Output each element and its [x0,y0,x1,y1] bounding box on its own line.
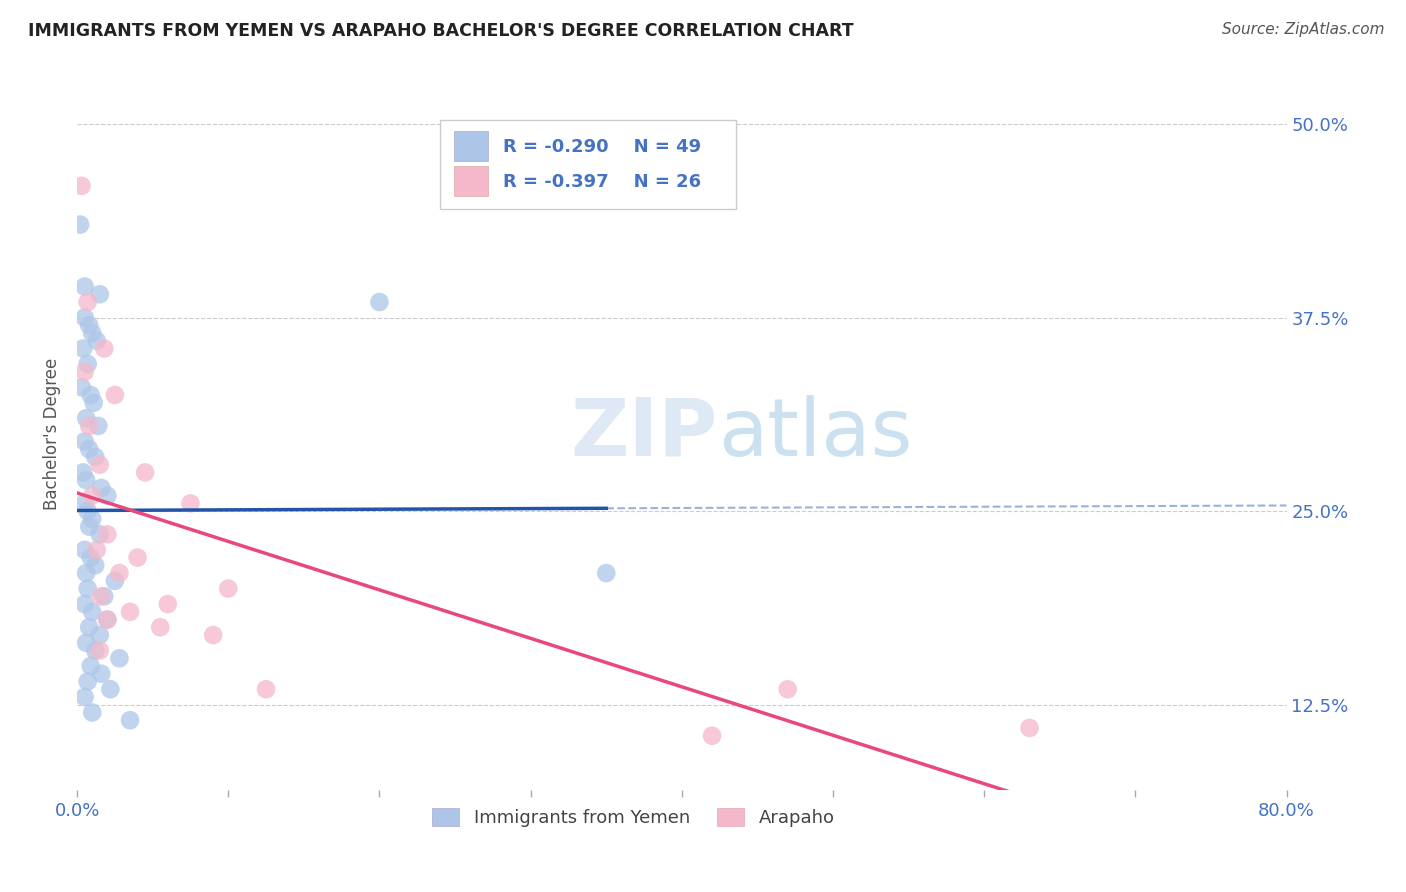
Point [89,643,111,657]
Text: ZIP: ZIP [571,394,718,473]
Point [76,674,98,689]
Text: R = -0.397    N = 26: R = -0.397 N = 26 [503,173,702,191]
Point [217,582,239,596]
Text: R = -0.290    N = 49: R = -0.290 N = 49 [503,137,702,155]
Point [179,496,201,510]
Point [89,628,111,642]
Point [73,434,96,449]
Point [93,590,115,604]
Point [72,342,94,356]
Point [80,388,103,402]
Point [96,527,118,541]
Point [73,279,96,293]
Point [108,651,131,665]
Point [254,682,277,697]
Point [89,527,111,541]
Text: Source: ZipAtlas.com: Source: ZipAtlas.com [1222,22,1385,37]
Point [104,574,127,588]
Point [86,334,108,348]
Point [1018,721,1040,735]
Point [70,380,93,394]
Legend: Immigrants from Yemen, Arapaho: Immigrants from Yemen, Arapaho [425,800,842,834]
FancyBboxPatch shape [454,167,488,196]
Point [156,597,179,611]
Point [96,489,118,503]
Point [80,550,103,565]
Point [73,690,96,704]
Point [82,706,104,720]
Point [75,411,97,425]
Point [700,729,723,743]
Point [595,566,617,580]
Point [118,713,141,727]
Point [82,489,104,503]
Point [69,218,91,232]
Point [75,473,97,487]
Point [73,542,96,557]
Point [96,613,118,627]
Point [86,542,108,557]
Point [76,295,98,310]
Point [76,357,98,371]
Text: atlas: atlas [718,394,912,473]
Point [77,620,100,634]
Point [73,310,96,325]
Point [84,643,107,657]
Point [108,566,131,580]
Point [77,318,100,333]
Point [73,597,96,611]
Point [76,504,98,518]
Point [82,512,104,526]
Point [93,342,115,356]
Point [368,295,391,310]
Point [73,365,96,379]
Point [82,605,104,619]
Point [89,458,111,472]
Point [98,682,121,697]
Y-axis label: Bachelor's Degree: Bachelor's Degree [44,358,60,510]
Text: IMMIGRANTS FROM YEMEN VS ARAPAHO BACHELOR'S DEGREE CORRELATION CHART: IMMIGRANTS FROM YEMEN VS ARAPAHO BACHELO… [28,22,853,40]
Point [72,466,94,480]
Point [73,496,96,510]
Point [104,388,127,402]
Point [76,582,98,596]
Point [75,636,97,650]
Point [87,419,110,434]
Point [70,178,93,193]
Point [83,395,105,409]
FancyBboxPatch shape [454,131,488,161]
Point [75,566,97,580]
Point [89,287,111,301]
Point [776,682,799,697]
Point [77,519,100,533]
Point [96,613,118,627]
Point [149,620,172,634]
Point [77,442,100,457]
Point [90,481,112,495]
Point [202,628,225,642]
FancyBboxPatch shape [440,120,737,210]
Point [90,590,112,604]
Point [77,419,100,434]
Point [84,450,107,464]
Point [82,326,104,340]
Point [84,558,107,573]
Point [134,466,156,480]
Point [118,605,141,619]
Point [127,550,149,565]
Point [80,659,103,673]
Point [90,666,112,681]
